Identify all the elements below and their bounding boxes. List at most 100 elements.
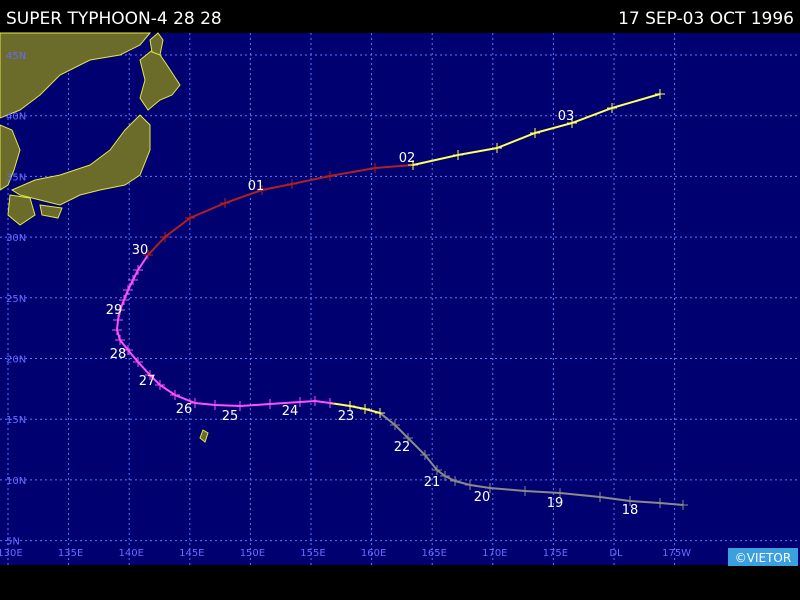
- credit: ©VIETOR: [735, 551, 791, 565]
- track-marker: [555, 488, 565, 498]
- track-marker: [655, 89, 665, 99]
- track-marker: [295, 397, 305, 407]
- dates: 17 SEP-03 OCT 1996: [618, 9, 794, 29]
- track-marker: [325, 398, 335, 408]
- track-marker: [567, 118, 577, 128]
- track-marker: [375, 408, 385, 418]
- lon-label: DL: [609, 548, 623, 559]
- track-marker: [113, 315, 123, 325]
- asia-mainland: [0, 32, 152, 119]
- day-label: 24: [282, 404, 299, 419]
- lon-label: 135E: [58, 548, 83, 559]
- shikoku: [39, 204, 63, 219]
- kyushu: [7, 194, 36, 226]
- track-marker: [128, 275, 138, 285]
- track-marker: [607, 103, 617, 113]
- lat-label: 35N: [6, 172, 26, 183]
- track-marker: [370, 163, 380, 173]
- track-marker: [408, 160, 418, 170]
- day-label: 21: [424, 475, 441, 490]
- lat-label: 5N: [6, 537, 20, 548]
- track-marker: [123, 285, 133, 295]
- grid: [0, 33, 800, 565]
- track-marker: [492, 143, 502, 153]
- track-marker: [403, 433, 413, 443]
- track-marker: [155, 380, 165, 390]
- lon-label: 165E: [421, 548, 446, 559]
- guam: [199, 429, 209, 443]
- lat-label: 40N: [6, 112, 26, 123]
- track-marker: [123, 345, 133, 355]
- day-label: 27: [139, 374, 156, 389]
- lon-label: 170E: [482, 548, 507, 559]
- lon-label: 145E: [179, 548, 204, 559]
- track-segment: [329, 402, 381, 414]
- track-marker: [655, 498, 665, 508]
- day-label: 18: [622, 503, 639, 518]
- track-marker: [420, 450, 430, 460]
- lat-label: 15N: [6, 415, 26, 426]
- lon-label: 130E: [0, 548, 23, 559]
- track-marker: [465, 480, 475, 490]
- track-marker: [115, 335, 125, 345]
- day-label: 29: [106, 303, 123, 318]
- track-marker: [360, 404, 370, 414]
- track-marker: [185, 213, 195, 223]
- track-marker: [133, 265, 143, 275]
- lat-label: 10N: [6, 476, 26, 487]
- lat-label: 25N: [6, 294, 26, 305]
- track-marker: [287, 179, 297, 189]
- track-marker: [325, 171, 335, 181]
- day-label: 03: [558, 109, 575, 124]
- day-label: 01: [248, 179, 265, 194]
- lon-label: 150E: [240, 548, 265, 559]
- lon-label: 175E: [543, 548, 568, 559]
- title: SUPER TYPHOON-4 28 28: [6, 9, 222, 29]
- lon-label: 155E: [300, 548, 325, 559]
- track-marker: [257, 185, 267, 195]
- lon-label: 175W: [662, 548, 691, 559]
- korea: [0, 124, 21, 191]
- track-marker: [625, 496, 635, 506]
- track-marker: [170, 390, 180, 400]
- day-label: 20: [474, 490, 491, 505]
- track-marker: [390, 420, 400, 430]
- day-label: 23: [338, 409, 355, 424]
- track-marker: [190, 398, 200, 408]
- land: [0, 32, 209, 443]
- day-label: 25: [222, 409, 239, 424]
- track-marker: [530, 128, 540, 138]
- track-marker: [450, 476, 460, 486]
- credit-box: [728, 548, 798, 566]
- ocean: [0, 33, 800, 565]
- track-marker: [453, 150, 463, 160]
- track-marker: [160, 232, 170, 242]
- honshu: [10, 114, 151, 206]
- lat-label: 20N: [6, 355, 26, 366]
- track-marker: [345, 401, 355, 411]
- track-marker: [485, 483, 495, 493]
- day-label: 02: [399, 151, 416, 166]
- track-marker: [595, 492, 605, 502]
- track-marker: [210, 400, 220, 410]
- day-label: 19: [547, 496, 564, 511]
- track-marker: [432, 465, 442, 475]
- track: [112, 89, 688, 510]
- track-marker: [112, 325, 122, 335]
- track-marker: [520, 486, 530, 496]
- track-marker: [235, 401, 245, 411]
- track-marker: [440, 471, 450, 481]
- track-marker: [143, 250, 153, 260]
- track-marker: [220, 198, 230, 208]
- track-marker: [119, 295, 129, 305]
- lat-label: 30N: [6, 233, 26, 244]
- track-marker: [133, 357, 143, 367]
- day-label: 26: [176, 402, 193, 417]
- track-marker: [265, 399, 275, 409]
- track-marker: [145, 370, 155, 380]
- lon-label: 140E: [118, 548, 143, 559]
- track-marker: [115, 305, 125, 315]
- day-label: 28: [110, 347, 127, 362]
